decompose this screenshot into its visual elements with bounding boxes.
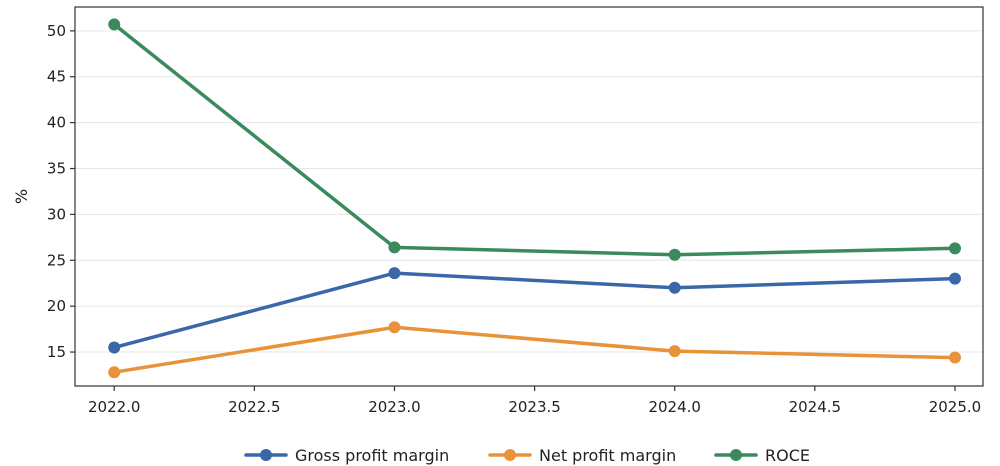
x-tick-label: 2023.5 [508, 398, 561, 416]
x-axis: 2022.0 2022.5 2023.0 2023.5 2024.0 2024.5 2025… [88, 386, 981, 416]
x-tick-label: 2024.5 [789, 398, 842, 416]
y-tick-label: 45 [47, 68, 66, 86]
series-line [112, 271, 957, 350]
series-line [112, 325, 957, 374]
data-point [388, 267, 401, 280]
y-tick-label: 30 [47, 205, 66, 223]
y-tick-label: 25 [47, 251, 66, 269]
data-point [388, 241, 401, 254]
y-tick-label: 20 [47, 297, 66, 315]
plot-area [74, 6, 984, 387]
data-point [108, 18, 121, 31]
data-point [948, 351, 961, 364]
x-tick-label: 2022.5 [228, 398, 281, 416]
data-point [948, 272, 961, 285]
y-axis-label: % [12, 189, 31, 204]
data-point [668, 345, 681, 358]
y-tick-label: 15 [47, 343, 66, 361]
y-tick-label: 35 [47, 160, 66, 178]
data-point [948, 242, 961, 255]
data-point [668, 281, 681, 294]
data-point [388, 321, 401, 334]
data-point [668, 248, 681, 261]
legend: Gross profit margin Net profit margin ROCE [244, 446, 810, 465]
x-tick-label: 2024.0 [648, 398, 701, 416]
legend-label: Net profit margin [539, 446, 676, 465]
x-tick-label: 2025.0 [929, 398, 982, 416]
legend-marker [504, 449, 516, 461]
data-point [108, 341, 121, 354]
x-tick-label: 2023.0 [368, 398, 421, 416]
y-tick-label: 50 [47, 22, 66, 40]
y-axis: 15 20 25 30 35 40 45 50 [47, 22, 75, 361]
data-point [108, 366, 121, 379]
series [108, 18, 961, 379]
series-line [112, 22, 957, 257]
grid [75, 30, 983, 353]
legend-label: ROCE [765, 446, 810, 465]
legend-marker [730, 449, 742, 461]
legend-label: Gross profit margin [295, 446, 449, 465]
y-tick-label: 40 [47, 114, 66, 132]
x-tick-label: 2022.0 [88, 398, 141, 416]
legend-marker [260, 449, 272, 461]
